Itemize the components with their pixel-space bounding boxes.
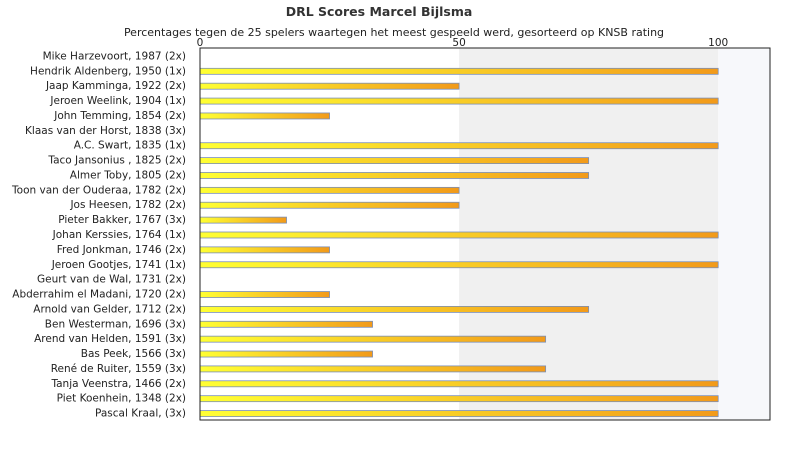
category-label: Pieter Bakker, 1767 (3x) [58,214,186,226]
bar [199,380,719,388]
category-label: Jos Heesen, 1782 (2x) [69,199,186,211]
x-tick-label: 0 [197,37,204,49]
category-label: A.C. Swart, 1835 (1x) [74,140,186,152]
chart-subtitle: Percentages tegen de 25 spelers waartege… [124,26,664,39]
bar [199,112,330,120]
y-axis-categories: Mike Harzevoort, 1987 (2x) Hendrik Aldenb… [11,50,186,419]
x-tick-label: 100 [708,37,728,49]
category-label: Piet Koenhein, 1348 (2x) [57,393,186,405]
bar-series [199,67,719,417]
bar [199,365,547,373]
category-label: Geurt van de Wal, 1731 (2x) [37,274,186,286]
category-label: Klaas van der Horst, 1838 (3x) [25,125,186,137]
category-label: Abderrahim el Madani, 1720 (2x) [12,289,186,301]
bar [199,172,590,179]
bar [199,142,719,150]
category-label: Ben Westerman, 1696 (3x) [45,318,186,330]
bar [199,305,590,313]
bar [199,201,460,209]
chart-title: DRL Scores Marcel Bijlsma [286,4,473,19]
bar [199,261,719,269]
category-label: Johan Kerssies, 1764 (1x) [52,229,186,241]
bar [199,82,460,90]
category-label: Pascal Kraal, (3x) [95,408,186,420]
bar [199,186,460,194]
category-label: Arend van Helden, 1591 (3x) [34,333,186,345]
bar [199,320,373,328]
category-label: Jeroen Gootjes, 1741 (1x) [51,259,186,271]
bar [199,97,719,105]
category-label: Arnold van Gelder, 1712 (2x) [33,303,186,315]
bar [199,246,330,254]
bar [199,410,719,417]
category-label: Mike Harzevoort, 1987 (2x) [43,50,186,62]
bar [199,216,287,224]
category-label: Almer Toby, 1805 (2x) [70,169,186,181]
bar [199,157,590,165]
x-axis-ticks: 0 50 100 [197,37,729,49]
category-label: Jeroen Weelink, 1904 (1x) [49,95,186,107]
grid-band [718,48,770,420]
category-label: Toon van der Ouderaa, 1782 (2x) [11,184,186,196]
category-label: Bas Peek, 1566 (3x) [81,348,186,360]
category-label: Tanja Veenstra, 1466 (2x) [50,378,186,390]
bar [199,231,719,239]
plot-frame [199,47,771,421]
bar [199,350,373,358]
bar [199,335,547,343]
x-tick-label: 50 [452,37,465,49]
bar [199,395,719,403]
category-label: Jaap Kamminga, 1922 (2x) [45,80,186,92]
category-label: René de Ruiter, 1559 (3x) [51,363,186,375]
category-label: Hendrik Aldenberg, 1950 (1x) [30,65,186,77]
category-label: Taco Jansonius , 1825 (2x) [47,155,186,167]
bar [199,291,330,298]
category-label: John Temming, 1854 (2x) [53,110,186,122]
category-label: Fred Jonkman, 1746 (2x) [57,244,186,256]
bar [199,67,719,75]
